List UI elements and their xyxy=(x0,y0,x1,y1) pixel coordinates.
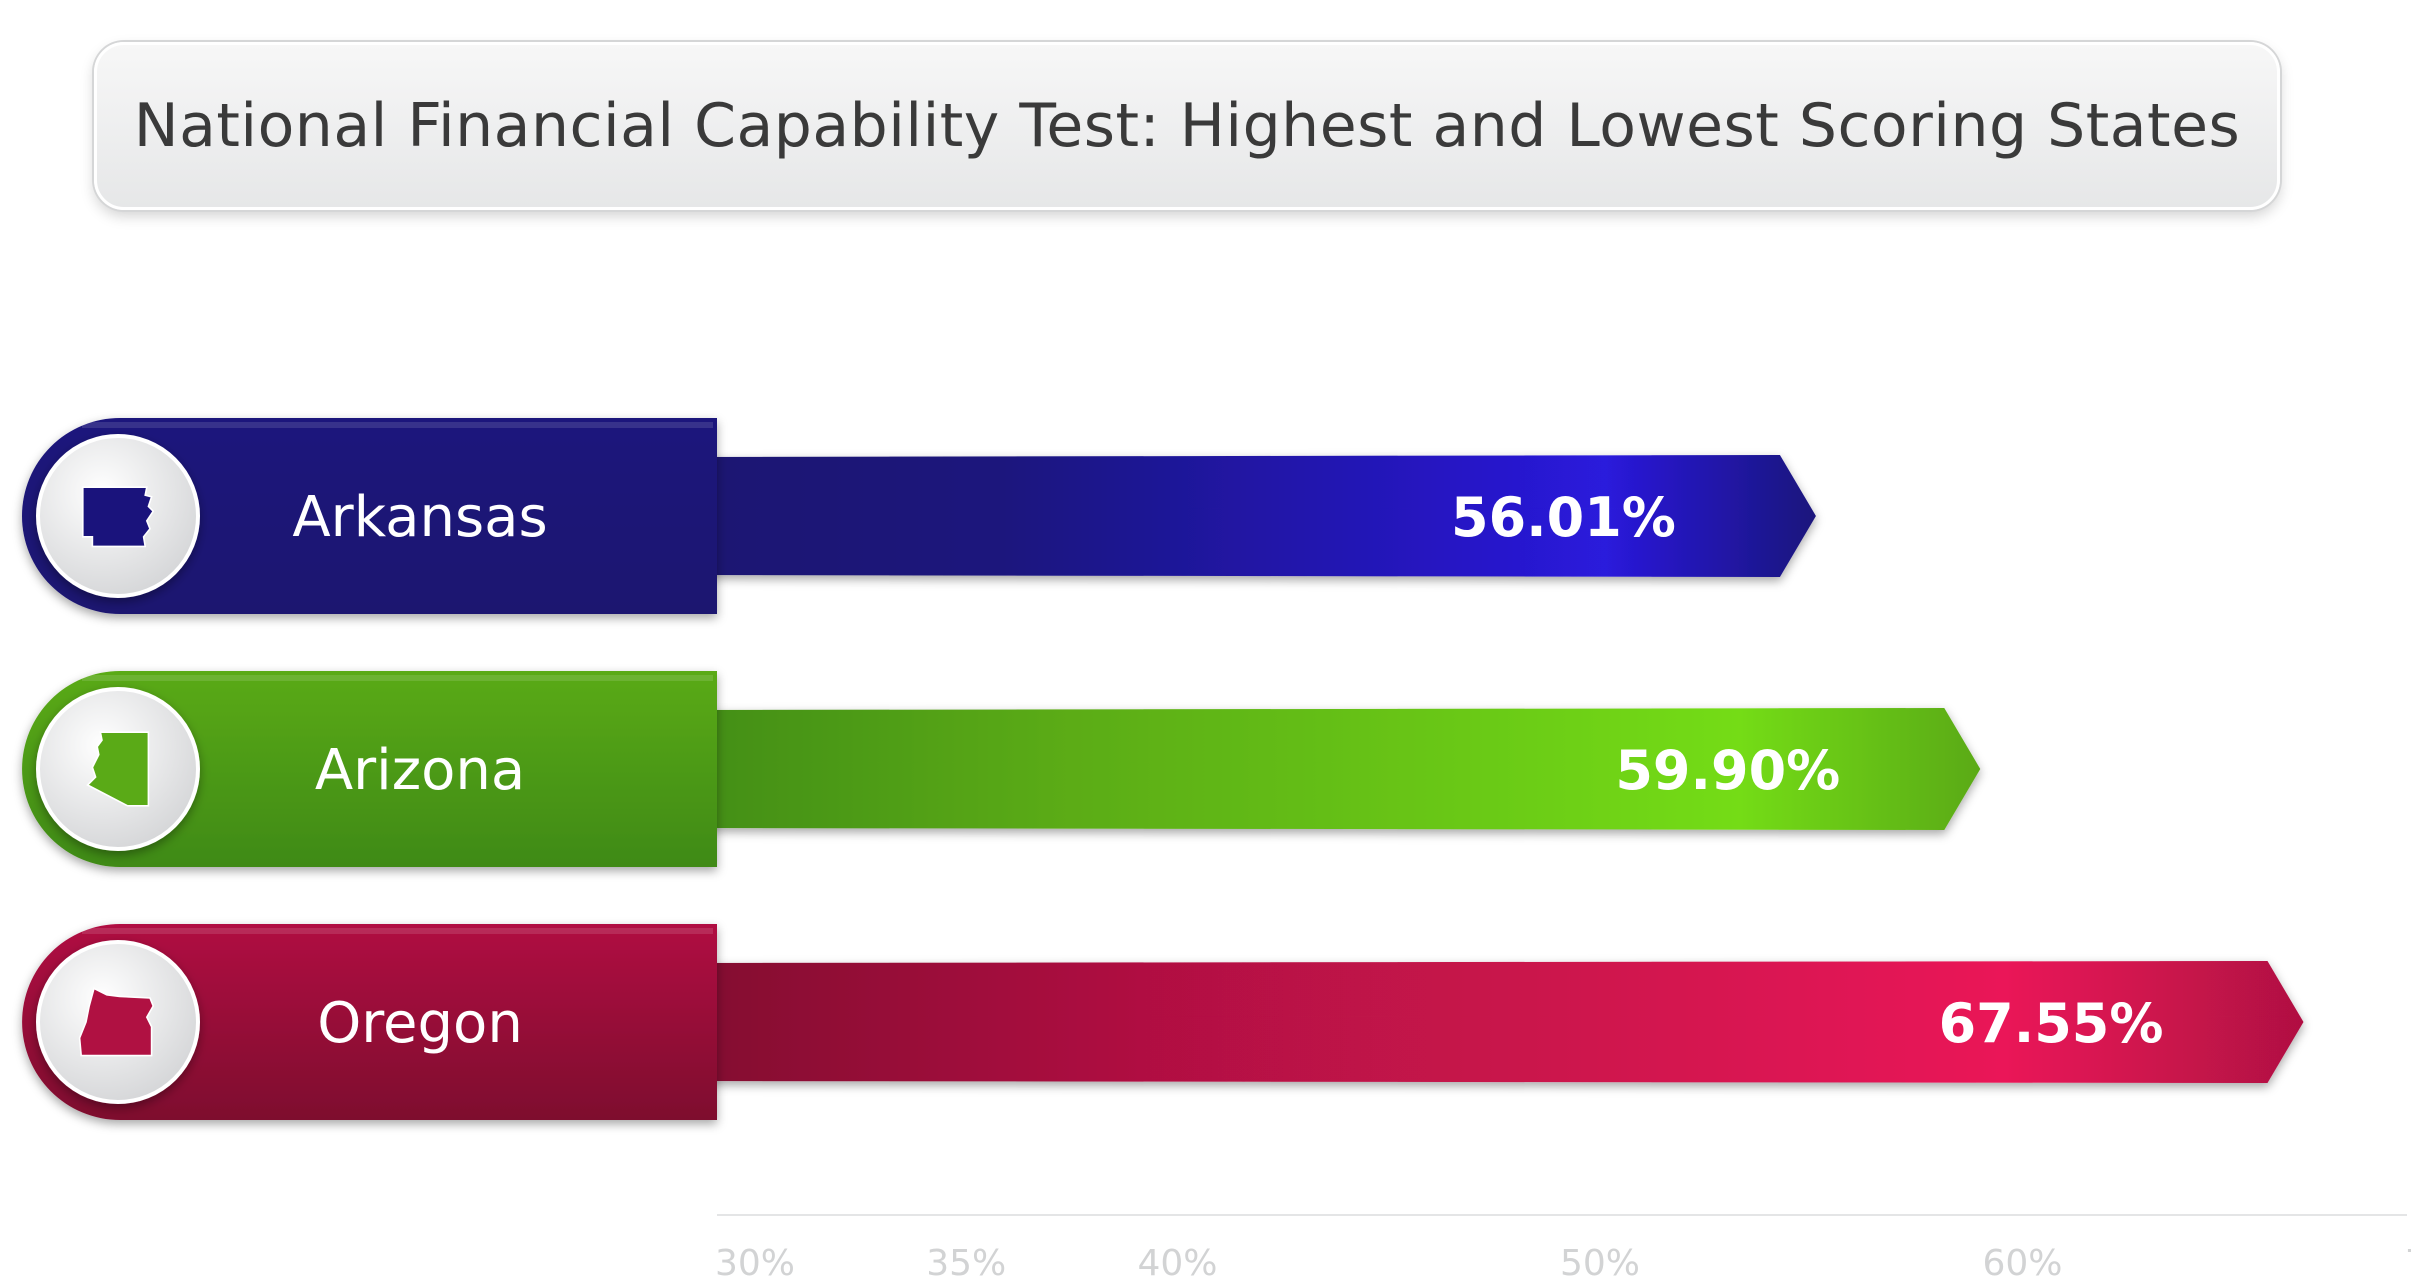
label-tab-arkansas xyxy=(22,418,717,614)
x-tick-label: 60% xyxy=(1982,1243,2062,1284)
bar-arizona xyxy=(645,708,1981,830)
value-label: 59.90% xyxy=(1615,739,1840,802)
bar-oregon xyxy=(645,961,2304,1083)
state-label: Oregon xyxy=(317,991,523,1056)
state-label: Arkansas xyxy=(292,485,547,550)
chart-title: National Financial Capability Test: High… xyxy=(133,91,2241,161)
bar-row-arkansas: Arkansas 56.01% xyxy=(22,418,1816,614)
x-tick-label: 50% xyxy=(1560,1243,1640,1284)
bar-row-oregon: Oregon 67.55% xyxy=(22,924,2304,1120)
value-label: 56.01% xyxy=(1451,486,1676,549)
label-tab-arizona xyxy=(22,671,717,867)
x-tick-label: 70% xyxy=(2405,1243,2411,1284)
chart-title-box: National Financial Capability Test: High… xyxy=(94,42,2280,210)
oregon-map-icon xyxy=(78,987,155,1057)
tab-highlight xyxy=(82,422,713,428)
label-tab-oregon xyxy=(22,924,718,1120)
tab-highlight xyxy=(82,928,713,934)
arkansas-map-icon xyxy=(82,486,155,548)
state-label: Arizona xyxy=(315,738,525,803)
x-tick-label: 40% xyxy=(1137,1243,1217,1284)
bar-arkansas xyxy=(645,455,1816,577)
bar-row-arizona: Arizona 59.90% xyxy=(22,671,1981,867)
arizona-map-icon xyxy=(86,731,150,807)
x-tick-label: 30% xyxy=(715,1243,795,1284)
tab-highlight xyxy=(82,675,713,681)
value-label: 67.55% xyxy=(1939,992,2164,1055)
x-tick-label: 35% xyxy=(926,1243,1006,1284)
